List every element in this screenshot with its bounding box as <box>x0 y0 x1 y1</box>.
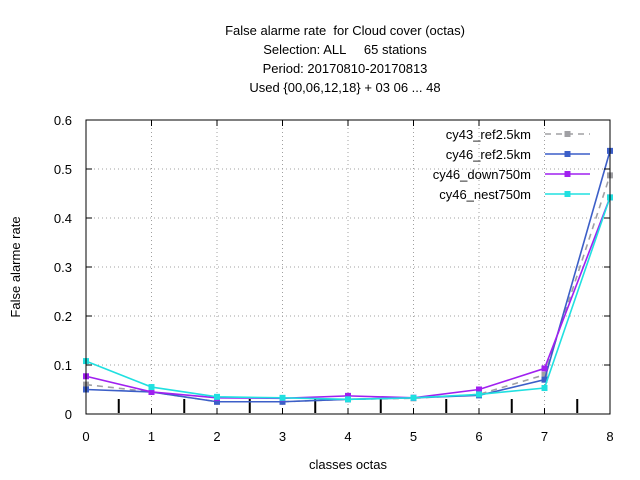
legend-marker <box>564 131 571 137</box>
legend-marker <box>564 151 571 157</box>
legend-entry-cy46_ref2.5km: cy46_ref2.5km <box>446 147 590 162</box>
y-tick-label: 0.3 <box>54 260 72 275</box>
series-cy46_nest750m <box>83 194 613 403</box>
data-point <box>410 394 417 401</box>
title-line-3: Period: 20170810-20170813 <box>263 61 428 76</box>
x-tick-label: 5 <box>410 429 417 444</box>
data-point <box>148 388 155 395</box>
data-point <box>541 371 548 378</box>
data-point <box>214 393 220 400</box>
x-tick-label: 3 <box>279 429 286 444</box>
y-axis-label: False alarme rate <box>8 216 23 317</box>
legend-label: cy46_ref2.5km <box>446 147 531 162</box>
x-tick-label: 7 <box>541 429 548 444</box>
title-line-2: Selection: ALL 65 stations <box>263 42 427 57</box>
legend-entry-cy46_nest750m: cy46_nest750m <box>439 187 590 202</box>
data-point <box>476 391 482 398</box>
y-tick-label: 0.1 <box>54 358 72 373</box>
legend-label: cy46_down750m <box>433 167 531 182</box>
title-line-1: False alarme rate for Cloud cover (octas… <box>225 23 465 38</box>
y-tick-label: 0 <box>65 407 72 422</box>
legend-label: cy43_ref2.5km <box>446 127 531 142</box>
y-tick-label: 0.6 <box>54 113 72 128</box>
series-lines <box>83 147 613 405</box>
data-point <box>279 394 286 401</box>
data-point <box>214 398 220 405</box>
y-tick-label: 0.5 <box>54 162 72 177</box>
y-tick-label: 0.2 <box>54 309 72 324</box>
data-point <box>148 384 155 391</box>
legend-label: cy46_nest750m <box>439 187 531 202</box>
x-tick-label: 1 <box>148 429 155 444</box>
grid <box>86 120 610 414</box>
x-tick-label: 2 <box>213 429 220 444</box>
data-point <box>345 392 351 399</box>
x-axis-label: classes octas <box>309 457 388 472</box>
y-axis-ticks: 0 0.1 0.2 0.3 0.4 0.5 0.6 <box>54 113 610 422</box>
data-point <box>345 396 351 403</box>
legend-entry-cy43_ref2.5km: cy43_ref2.5km <box>446 127 590 142</box>
x-tick-label: 8 <box>606 429 613 444</box>
series-line <box>85 197 611 401</box>
title-line-4: Used {00,06,12,18} + 03 06 ... 48 <box>249 80 440 95</box>
x-tick-label: 6 <box>475 429 482 444</box>
series-cy46_down750m <box>83 194 613 402</box>
chart-title: False alarme rate for Cloud cover (octas… <box>225 23 465 95</box>
data-point <box>476 386 482 393</box>
legend-marker <box>564 191 571 197</box>
data-point <box>279 398 286 405</box>
data-point <box>541 376 548 383</box>
x-axis-ticks: 0 1 2 3 4 5 6 7 8 <box>82 120 614 444</box>
x-tick-label: 0 <box>82 429 89 444</box>
legend-marker <box>564 171 571 177</box>
legend-entry-cy46_down750m: cy46_down750m <box>433 167 590 182</box>
data-point <box>541 365 548 372</box>
data-point <box>541 385 548 392</box>
legend: cy43_ref2.5km cy46_ref2.5km cy46_down750mc… <box>433 127 590 202</box>
x-tick-label: 4 <box>344 429 351 444</box>
y-tick-label: 0.4 <box>54 211 72 226</box>
